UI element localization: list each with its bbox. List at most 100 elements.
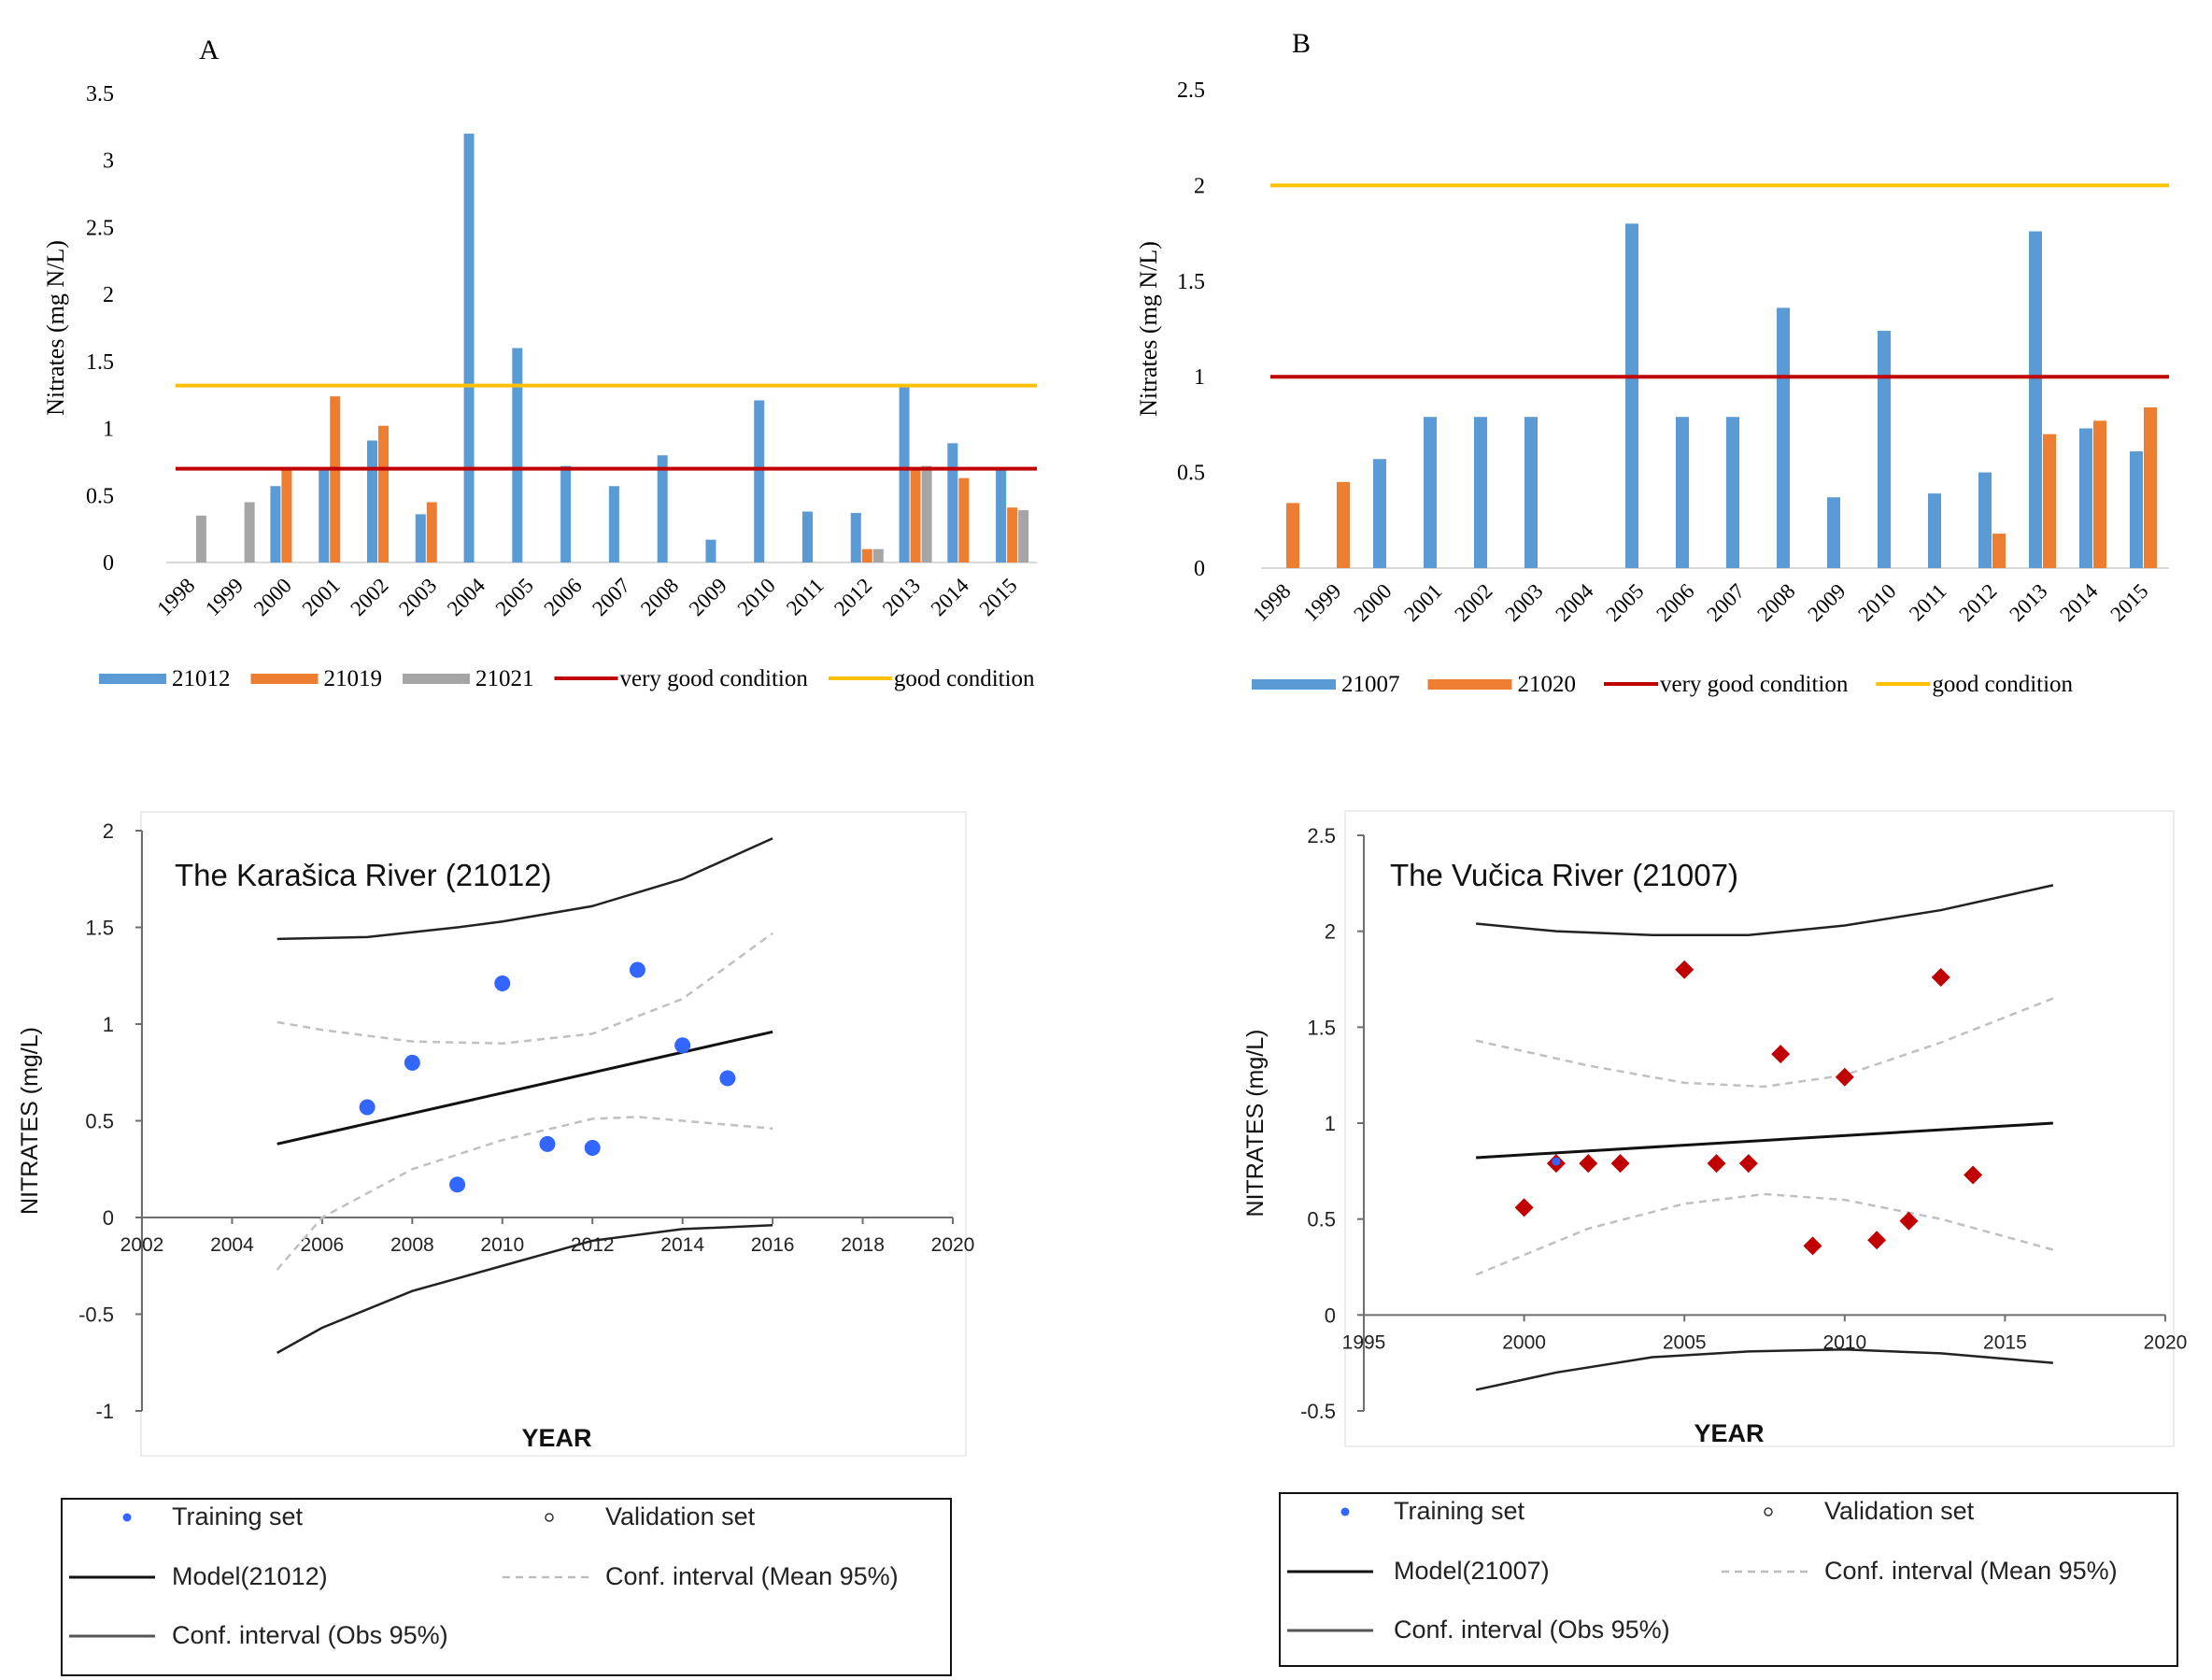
bar-21020	[2043, 434, 2056, 568]
data-point	[719, 1070, 736, 1087]
x-tick-label: 2003	[394, 574, 441, 620]
bar-21012	[608, 486, 619, 562]
legend-ci-mean-label: Conf. interval (Mean 95%)	[605, 1562, 899, 1590]
y-tick-label: 3	[103, 149, 114, 174]
bar-21012	[705, 539, 716, 562]
y-tick-label: 0	[1194, 557, 1205, 581]
legend-label: 21019	[324, 666, 383, 691]
data-point	[584, 1139, 601, 1156]
legend-label: good condition	[894, 666, 1035, 691]
bar-21007	[1676, 417, 1689, 568]
ci-mean-lower-line	[1475, 1192, 2054, 1276]
bar-21007	[1373, 459, 1386, 568]
legend-swatch	[1252, 679, 1336, 690]
y-axis-label: NITRATES (mg/L)	[1242, 1030, 1269, 1217]
ci-mean-upper-line	[276, 932, 773, 1045]
y-axis-label: Nitrates (mg N/L)	[1135, 241, 1162, 417]
x-tick-label: 2001	[1399, 579, 1446, 626]
y-tick-label: 0.5	[86, 484, 114, 508]
data-point	[1771, 1045, 1791, 1064]
bar-21012	[463, 134, 475, 562]
y-tick-label: 0	[1325, 1303, 1336, 1327]
bar-21012	[415, 514, 426, 562]
bar-21019	[1007, 507, 1018, 562]
y-tick-label: 1	[1325, 1112, 1336, 1135]
bar-21019	[910, 467, 921, 562]
bar-21021	[195, 515, 206, 562]
legend-training-marker	[122, 1513, 132, 1522]
data-point	[1675, 960, 1694, 979]
x-tick-label: 2002	[121, 1234, 164, 1256]
x-tick-label: 2000	[249, 574, 296, 620]
model-line	[1476, 1121, 2053, 1160]
bar-21020	[2144, 406, 2157, 568]
plot-frame	[140, 811, 967, 1457]
x-tick-label: 2002	[1450, 579, 1496, 626]
legend-swatch	[1427, 679, 1512, 690]
legend-model-label: Model(21007)	[1394, 1557, 1550, 1585]
x-tick-label: 2009	[1803, 579, 1850, 626]
legend-validation-marker	[1764, 1507, 1773, 1516]
legend-ci-mean-label: Conf. interval (Mean 95%)	[1824, 1557, 2118, 1585]
x-tick-label: 2016	[751, 1234, 795, 1256]
x-tick-label: 2000	[1502, 1331, 1546, 1353]
legend-label: very good condition	[1660, 672, 1849, 697]
bar-21020	[1286, 503, 1299, 568]
y-tick-label: 1	[103, 1013, 114, 1036]
chart-title: The Vučica River (21007)	[1390, 858, 1738, 892]
bar-21021	[921, 465, 932, 562]
x-tick-label: 2014	[2055, 579, 2103, 627]
y-tick-label: 0.5	[85, 1110, 114, 1133]
y-axis-label: NITRATES (mg/L)	[17, 1027, 43, 1215]
model-line	[276, 1030, 773, 1146]
bar-21020	[1337, 481, 1350, 568]
data-point	[539, 1135, 556, 1152]
bar-21012	[319, 470, 330, 562]
x-tick-label: 2015	[1983, 1331, 2027, 1353]
plot-frame	[1344, 810, 2175, 1447]
panel-label: A	[199, 35, 220, 65]
legend-box	[1279, 1492, 2178, 1667]
bar-21012	[512, 348, 523, 562]
y-tick-label: 1.5	[86, 350, 114, 375]
x-tick-label: 2010	[1822, 1331, 1866, 1353]
x-tick-label: 2004	[443, 574, 490, 621]
ci-obs-upper-line	[1476, 884, 2054, 937]
data-point	[1899, 1211, 1919, 1231]
bar-21007	[1928, 493, 1941, 568]
x-tick-label: 2004	[210, 1234, 254, 1256]
x-tick-label: 2015	[974, 574, 1021, 620]
x-tick-label: 2014	[660, 1234, 704, 1256]
bar-21007	[1777, 307, 1790, 568]
data-point	[1931, 967, 1950, 987]
x-tick-label: 2020	[2144, 1331, 2188, 1353]
x-tick-label: 2011	[782, 574, 829, 620]
bar-21007	[1424, 417, 1437, 568]
data-point	[359, 1099, 376, 1116]
y-tick-label: 2.5	[1307, 824, 1336, 847]
bar-21019	[330, 396, 341, 562]
bar-chart-A: A 0 0.5 1 1.5 2 2.5 3 3.5 Nitrates (mg N/L) 1998 19…	[42, 35, 1037, 691]
x-tick-label: 2002	[346, 574, 392, 620]
bar-21012	[947, 443, 958, 562]
bar-21007	[1978, 472, 1992, 568]
y-tick-label: 3.5	[86, 82, 114, 107]
y-tick-label: 1.5	[85, 917, 114, 940]
bar-21007	[1524, 417, 1538, 568]
x-tick-label: 2008	[1752, 579, 1799, 626]
x-tick-label: 2007	[1702, 579, 1749, 626]
y-tick-label: -0.5	[78, 1303, 114, 1327]
legend-label: 21020	[1518, 672, 1577, 697]
data-point	[1964, 1165, 1983, 1185]
data-point	[1835, 1067, 1854, 1087]
x-tick-label: 1999	[1298, 579, 1345, 626]
x-tick-label: 1998	[152, 574, 199, 620]
x-tick-label: 2003	[1500, 579, 1547, 626]
y-tick-label: -0.5	[1300, 1400, 1336, 1423]
bar-21007	[1474, 417, 1487, 568]
x-tick-label: 2009	[685, 574, 731, 620]
legend-swatch	[99, 674, 166, 684]
y-tick-label: -1	[95, 1400, 114, 1423]
y-tick-label: 2.5	[1177, 78, 1205, 103]
training-point	[1552, 1157, 1561, 1166]
